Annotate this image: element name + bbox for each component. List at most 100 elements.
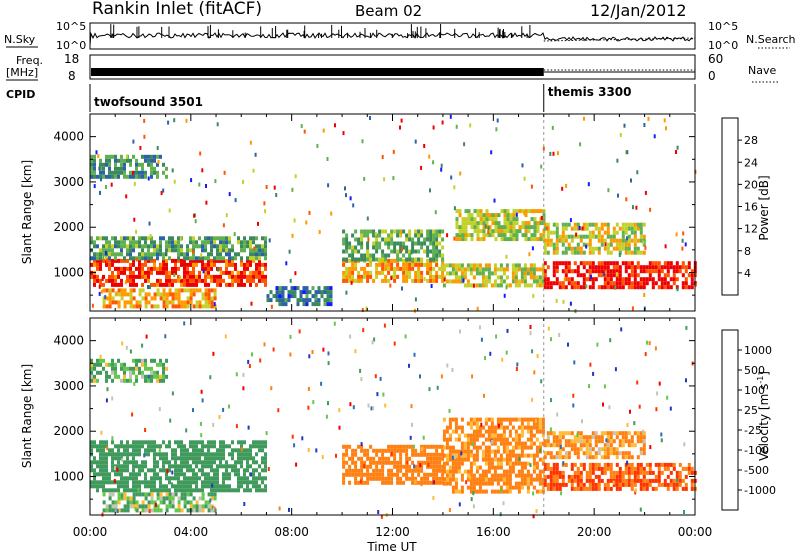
data-cell xyxy=(432,125,435,130)
data-cell xyxy=(506,328,509,333)
data-cell xyxy=(162,362,165,367)
data-cell xyxy=(153,508,157,513)
data-cell xyxy=(231,488,234,493)
data-cell xyxy=(570,478,574,483)
data-cell xyxy=(576,478,580,483)
data-cell xyxy=(189,440,192,445)
data-cell xyxy=(470,233,474,238)
data-cell xyxy=(491,221,495,226)
data-cell xyxy=(579,285,583,290)
data-cell xyxy=(442,461,446,466)
data-cell xyxy=(366,448,370,453)
data-cell xyxy=(672,273,676,278)
data-cell xyxy=(126,292,130,297)
data-cell xyxy=(663,265,667,270)
data-cell xyxy=(141,370,144,375)
data-cell xyxy=(363,480,367,485)
data-cell xyxy=(153,472,156,477)
data-cell xyxy=(543,451,547,456)
data-cell xyxy=(579,447,583,452)
data-cell xyxy=(576,466,580,471)
data-cell xyxy=(147,468,150,473)
data-cell xyxy=(588,435,592,440)
data-cell xyxy=(150,476,153,481)
data-cell xyxy=(99,278,102,283)
data-cell xyxy=(399,480,403,485)
data-cell xyxy=(168,208,171,213)
data-cell xyxy=(242,179,245,184)
data-cell xyxy=(246,266,249,271)
data-cell xyxy=(294,271,297,276)
data-cell xyxy=(99,362,102,367)
data-cell xyxy=(466,457,470,462)
data-cell xyxy=(448,263,452,268)
data-cell xyxy=(588,451,592,456)
data-cell xyxy=(348,464,352,469)
data-cell xyxy=(159,496,163,501)
data-cell xyxy=(455,221,459,226)
data-cell xyxy=(621,277,625,282)
data-cell xyxy=(267,467,270,471)
data-cell xyxy=(638,224,641,229)
data-cell xyxy=(543,439,547,444)
data-cell xyxy=(672,265,676,270)
data-cell xyxy=(392,149,395,154)
data-cell xyxy=(432,241,436,246)
data-cell xyxy=(642,486,646,491)
data-cell xyxy=(135,266,138,271)
data-cell xyxy=(487,449,491,454)
data-cell xyxy=(120,154,123,159)
data-cell xyxy=(135,476,138,481)
data-cell xyxy=(255,270,258,275)
data-cell xyxy=(594,246,598,251)
data-cell xyxy=(609,238,613,243)
data-cell xyxy=(231,282,234,287)
data-cell xyxy=(150,358,153,363)
data-cell xyxy=(429,229,433,234)
data-cell xyxy=(195,480,198,485)
data-cell xyxy=(441,270,445,275)
data-cell xyxy=(296,298,300,303)
data-cell xyxy=(237,484,240,489)
data-cell xyxy=(162,452,165,457)
data-cell xyxy=(258,274,261,279)
data-cell xyxy=(411,278,415,283)
data-cell xyxy=(460,449,464,454)
data-cell xyxy=(546,443,550,448)
data-cell xyxy=(429,274,433,279)
data-cell xyxy=(153,460,156,465)
data-cell xyxy=(111,436,114,441)
data-cell xyxy=(636,466,640,471)
data-cell xyxy=(514,283,518,288)
power-ylabel: Slant Range [km] xyxy=(20,160,34,264)
data-cell xyxy=(117,358,120,363)
data-cell xyxy=(615,269,619,274)
data-cell xyxy=(642,482,646,487)
data-cell xyxy=(517,489,521,494)
data-cell xyxy=(585,269,589,274)
data-cell xyxy=(252,256,255,261)
data-cell xyxy=(624,265,628,270)
data-cell xyxy=(189,282,192,287)
data-cell xyxy=(162,300,166,305)
data-cell xyxy=(231,464,234,469)
data-cell xyxy=(502,433,506,438)
data-cell xyxy=(408,444,412,449)
data-cell xyxy=(132,304,136,309)
data-cell xyxy=(561,186,564,191)
data-cell xyxy=(138,258,141,263)
data-cell xyxy=(411,444,415,449)
data-cell xyxy=(538,469,542,474)
data-cell xyxy=(255,452,258,457)
data-cell xyxy=(177,440,180,445)
data-cell xyxy=(594,474,598,479)
beam-title: Beam 02 xyxy=(355,2,422,20)
data-cell xyxy=(515,221,519,226)
data-cell xyxy=(264,468,267,473)
data-cell xyxy=(144,496,148,501)
data-cell xyxy=(171,278,174,283)
data-cell xyxy=(451,477,455,482)
data-cell xyxy=(213,278,216,283)
data-cell xyxy=(387,456,391,461)
data-cell xyxy=(411,262,415,267)
